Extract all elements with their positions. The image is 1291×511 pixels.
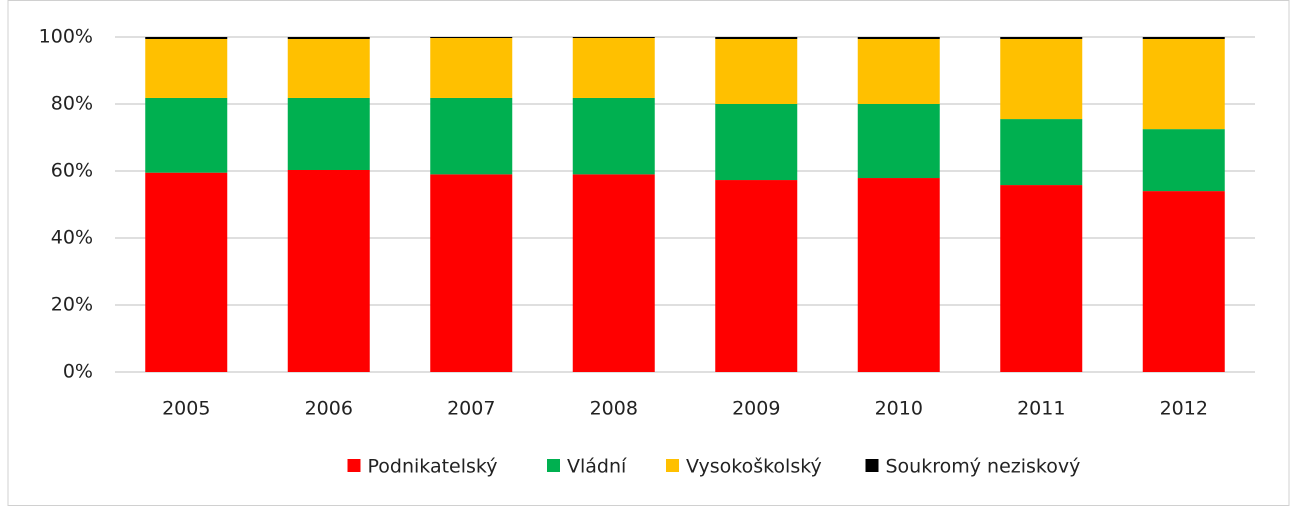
bar-segment (1142, 129, 1225, 192)
legend-swatch (666, 459, 679, 472)
y-tick-label: 100% (39, 26, 93, 48)
bar-segment (1000, 39, 1083, 120)
y-tick-label: 60% (51, 160, 93, 182)
x-tick-label: 2010 (875, 398, 923, 420)
legend-label: Podnikatelský (368, 456, 498, 478)
x-tick-label: 2007 (447, 398, 495, 420)
bar-segment (145, 39, 228, 98)
legend-swatch (547, 459, 560, 472)
bar-segment (1142, 191, 1225, 372)
bar-segment (145, 97, 228, 173)
legend-swatch (865, 459, 879, 472)
bar-segment (430, 37, 513, 39)
x-tick-label: 2009 (732, 398, 780, 420)
legend-label: Soukromý neziskový (886, 456, 1081, 478)
bar-segment (857, 178, 940, 372)
bar-segment (430, 174, 513, 372)
bar-segment (145, 172, 228, 372)
bar-segment (1000, 185, 1083, 372)
y-tick-label: 20% (51, 294, 93, 316)
bar-segment (287, 39, 370, 98)
bar-segment (715, 37, 798, 40)
bar-segment (430, 38, 513, 98)
bar-segment (1142, 39, 1225, 130)
x-tick-label: 2006 (305, 398, 353, 420)
bar-segment (287, 169, 370, 372)
x-tick-label: 2008 (590, 398, 638, 420)
legend-swatch (347, 459, 361, 472)
legend-label: Vládní (567, 456, 627, 478)
bar-segment (572, 97, 655, 175)
legend-label: Vysokoškolský (686, 456, 822, 478)
x-tick-label: 2011 (1017, 398, 1065, 420)
bar-segment (715, 180, 798, 372)
bar-segment (572, 174, 655, 372)
bar-segment (430, 97, 513, 175)
bar-segment (715, 104, 798, 181)
bar-segment (1000, 119, 1083, 186)
bar-segment (857, 39, 940, 105)
bar-segment (857, 37, 940, 40)
x-tick-label: 2005 (162, 398, 210, 420)
x-tick-label: 2012 (1160, 398, 1208, 420)
bar-segment (1142, 37, 1225, 40)
bar-segment (715, 39, 798, 105)
bar-segment (287, 97, 370, 170)
y-tick-label: 80% (51, 93, 93, 115)
bar-segment (145, 37, 228, 40)
bar-segment (287, 37, 370, 40)
y-tick-label: 40% (51, 227, 93, 249)
bar-segment (1000, 37, 1083, 40)
bar-segment (572, 37, 655, 39)
bar-segment (572, 38, 655, 98)
bar-segment (857, 104, 940, 179)
y-tick-label: 0% (63, 361, 93, 383)
